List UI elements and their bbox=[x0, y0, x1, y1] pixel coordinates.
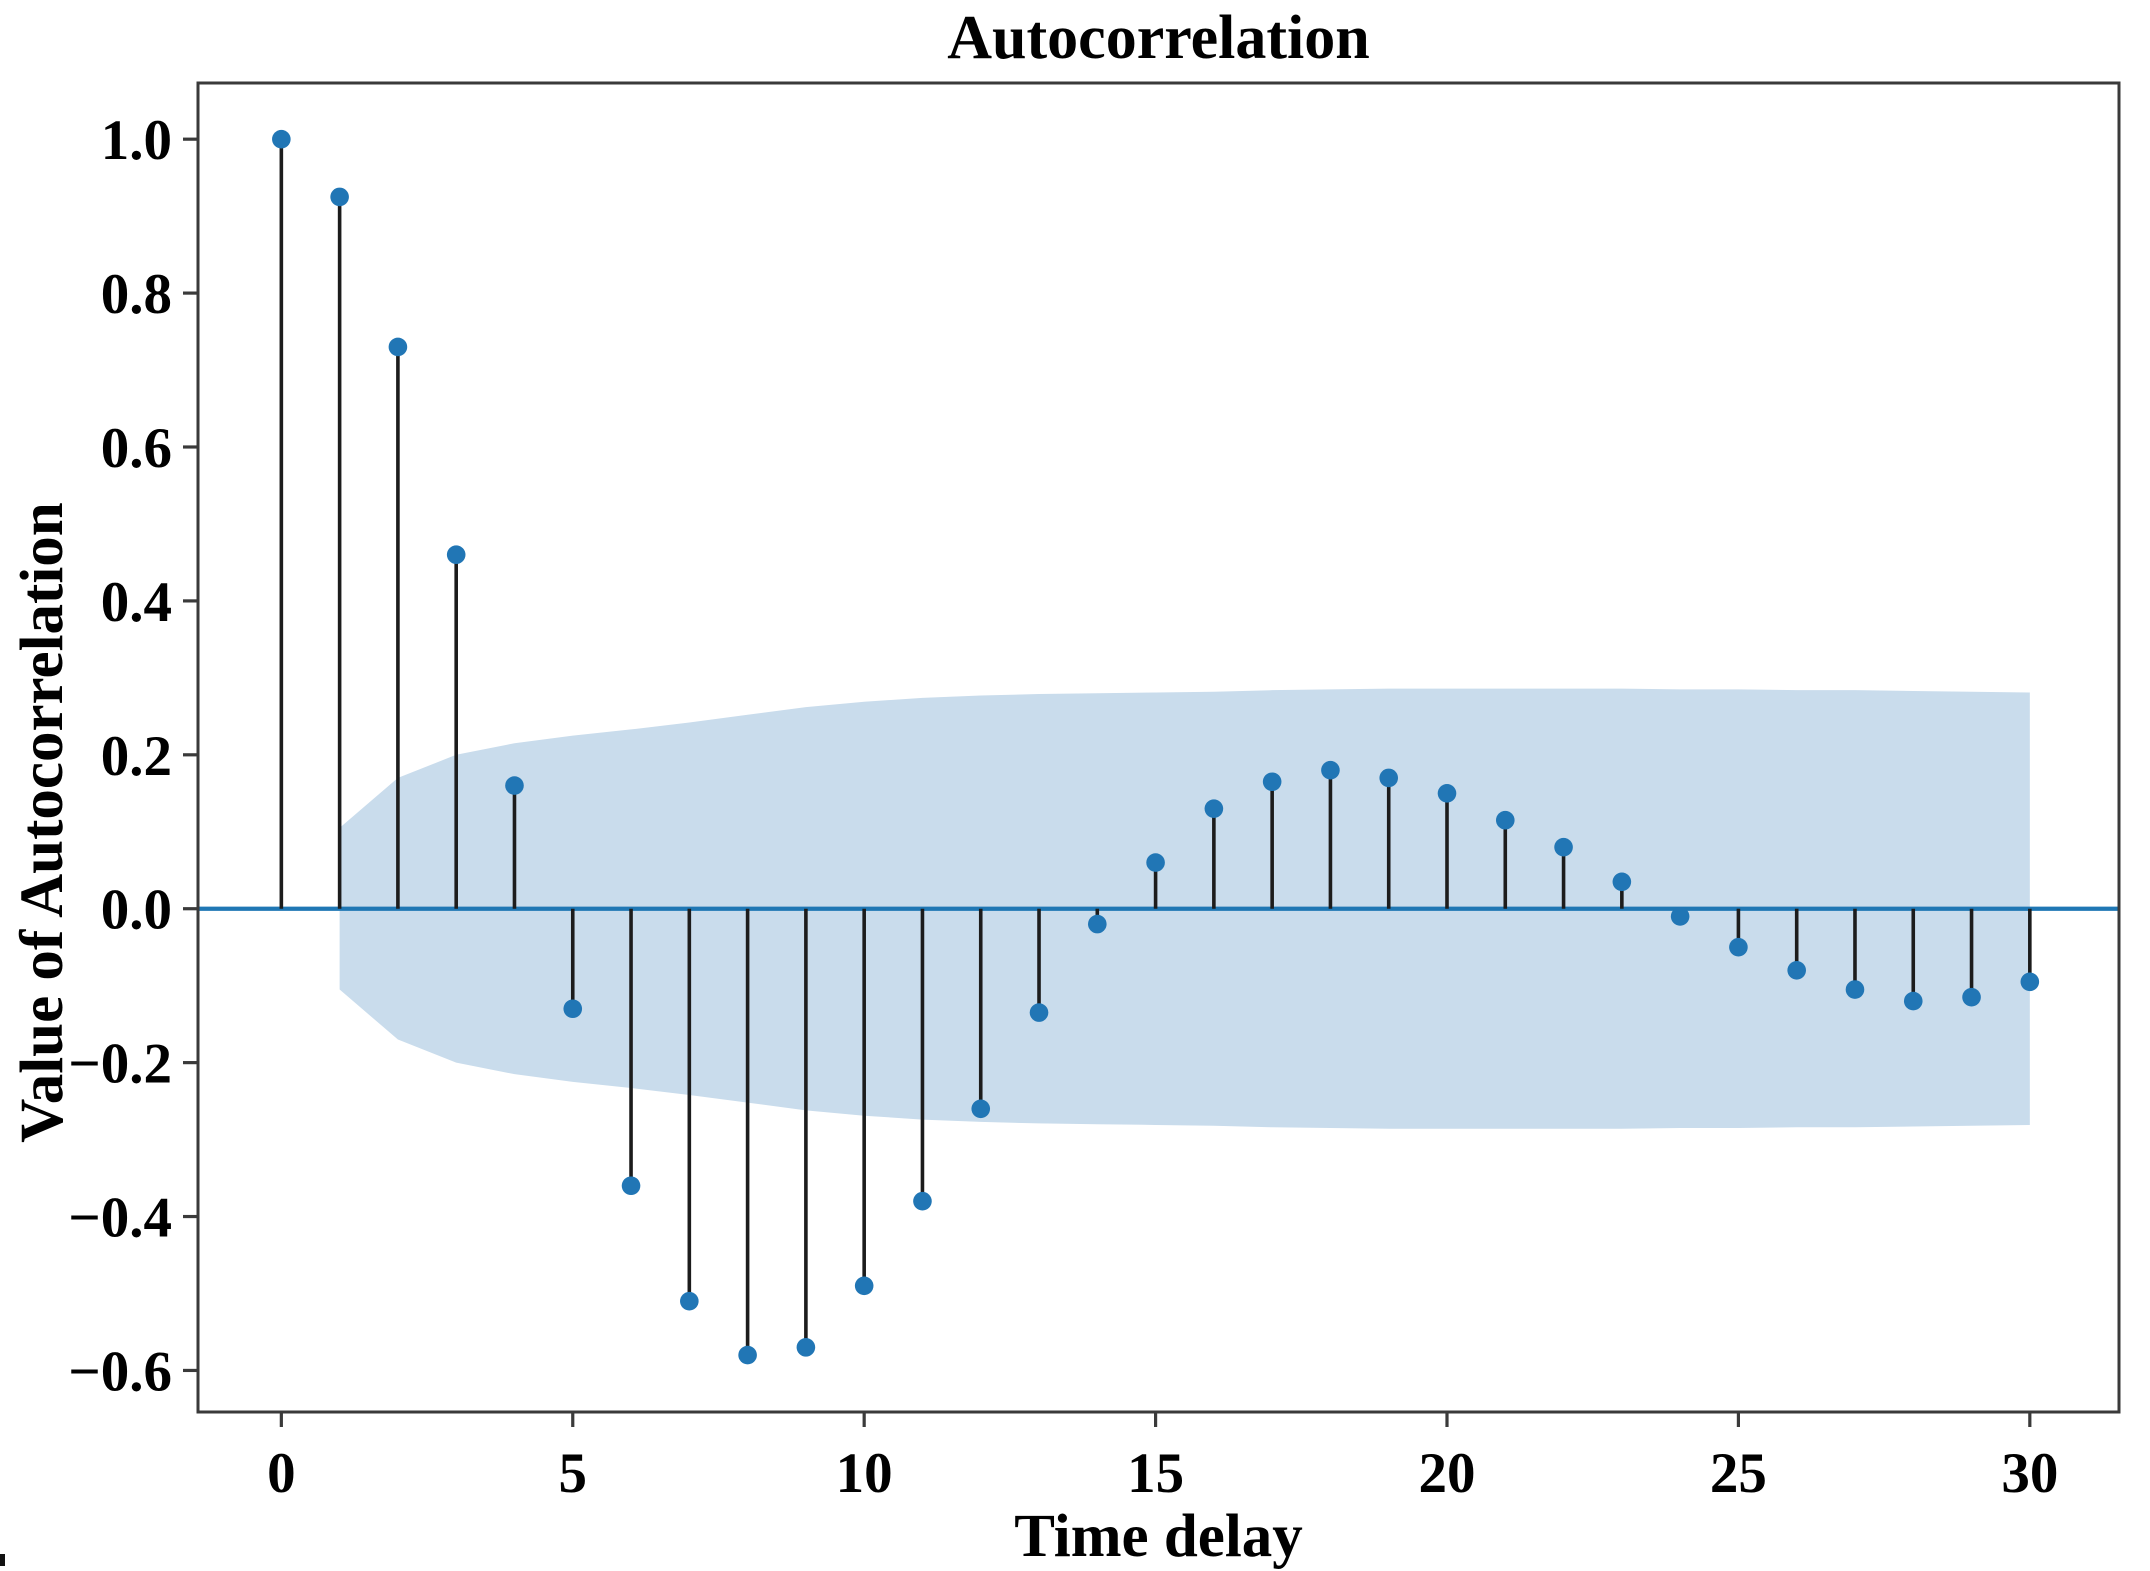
data-point-lag-21 bbox=[1495, 810, 1515, 830]
data-point-lag-14 bbox=[1088, 914, 1107, 934]
y-tick-label: −0.4 bbox=[68, 1187, 172, 1250]
edge-artifact bbox=[0, 1554, 5, 1566]
x-tick-label: 0 bbox=[267, 1442, 296, 1505]
data-point-lag-9 bbox=[796, 1338, 816, 1357]
data-point-lag-1 bbox=[330, 187, 349, 207]
data-point-lag-11 bbox=[913, 1191, 932, 1211]
data-point-lag-10 bbox=[854, 1276, 874, 1296]
plot-border bbox=[196, 81, 2121, 1414]
data-point-lag-30 bbox=[2020, 972, 2040, 992]
y-tick-label: 0.2 bbox=[101, 725, 172, 788]
data-point-lag-27 bbox=[1845, 980, 1865, 999]
x-axis-label: Time delay bbox=[1014, 1503, 1303, 1570]
chart-title: Autocorrelation bbox=[947, 4, 1369, 72]
y-tick-label: 0.6 bbox=[101, 417, 172, 480]
data-point-lag-4 bbox=[505, 776, 524, 795]
x-tick-label: 10 bbox=[836, 1442, 893, 1505]
x-tick-label: 25 bbox=[1710, 1442, 1767, 1505]
data-point-lag-23 bbox=[1612, 872, 1632, 892]
data-point-lag-26 bbox=[1787, 960, 1806, 980]
data-point-lag-5 bbox=[563, 999, 583, 1019]
data-point-lag-17 bbox=[1262, 772, 1282, 792]
data-point-lag-15 bbox=[1146, 853, 1165, 872]
data-point-lag-16 bbox=[1204, 799, 1224, 818]
data-point-lag-12 bbox=[971, 1099, 991, 1119]
data-point-lag-3 bbox=[446, 545, 466, 565]
y-tick-label: −0.6 bbox=[68, 1340, 172, 1403]
data-point-lag-25 bbox=[1729, 937, 1748, 957]
y-axis-label: Value of Autocorrelation bbox=[9, 502, 76, 1142]
x-tick-label: 5 bbox=[559, 1442, 588, 1505]
data-point-lag-19 bbox=[1379, 768, 1399, 788]
x-tick-label: 15 bbox=[1127, 1442, 1184, 1505]
data-point-lag-28 bbox=[1903, 991, 1923, 1011]
data-point-lag-22 bbox=[1554, 837, 1573, 857]
data-point-lag-8 bbox=[738, 1345, 757, 1365]
data-point-lag-18 bbox=[1321, 760, 1340, 780]
y-tick-label: 0.4 bbox=[101, 571, 172, 634]
data-point-lag-20 bbox=[1437, 783, 1457, 803]
data-point-lag-13 bbox=[1029, 1003, 1049, 1022]
data-point-lag-0 bbox=[272, 129, 291, 149]
data-point-lag-29 bbox=[1962, 987, 1981, 1007]
y-tick-label: 0.8 bbox=[101, 263, 172, 326]
y-tick-label: 1.0 bbox=[101, 109, 172, 172]
data-point-lag-2 bbox=[388, 337, 408, 357]
y-tick-label: −0.2 bbox=[68, 1033, 172, 1096]
data-point-lag-6 bbox=[621, 1176, 641, 1196]
y-tick-label: 0.0 bbox=[101, 879, 172, 942]
data-point-lag-7 bbox=[680, 1291, 699, 1311]
data-point-lag-24 bbox=[1670, 907, 1690, 926]
x-tick-label: 20 bbox=[1418, 1442, 1475, 1505]
x-tick-label: 30 bbox=[2001, 1442, 2058, 1505]
